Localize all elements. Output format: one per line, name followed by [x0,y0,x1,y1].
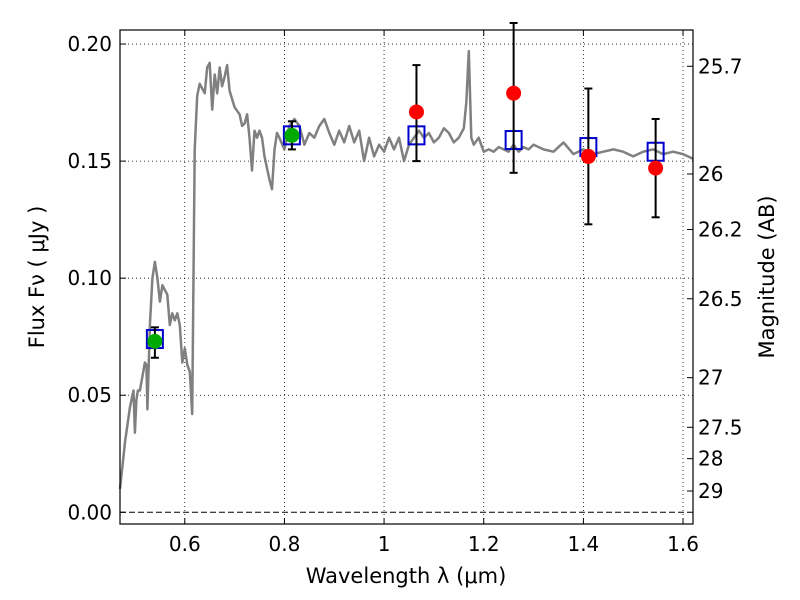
optical-detections-marker [147,333,163,349]
ticks: 0.6 0.8 1 1.2 1.4 1.6 0.00 0.05 0.10 0.15 0.20 25.7… [67,30,743,556]
x-tick-label: 0.6 [169,532,201,556]
nir-detections-marker [506,85,522,101]
mag-tick-label: 26 [698,162,723,186]
optical-detections-marker [284,127,300,143]
nir-detections-marker [408,104,424,120]
nir-detections-marker [580,148,596,164]
y-tick-label: 0.10 [67,266,112,290]
sed-model-line [118,49,694,490]
mag-tick-label: 26.5 [698,287,743,311]
plot-background [120,30,693,524]
x-axis-label: Wavelength λ (μm) [306,564,507,588]
x-tick-label: 0.8 [269,532,301,556]
y-tick-label: 0.05 [67,383,112,407]
nir-detections-marker [648,160,664,176]
x-tick-label: 1 [378,532,391,556]
mag-tick-label: 28 [698,447,723,471]
x-tick-label: 1.4 [567,532,599,556]
plot-frame [119,29,694,525]
y-tick-label: 0.15 [67,149,112,173]
mag-tick-label: 25.7 [698,54,743,78]
y2-axis-label: Magnitude (AB) [755,195,779,358]
mag-tick-label: 26.2 [698,217,743,241]
mag-tick-label: 27 [698,366,723,390]
y-tick-label: 0.20 [67,32,112,56]
mag-tick-label: 27.5 [698,415,743,439]
x-tick-label: 1.6 [667,532,699,556]
series [118,21,694,490]
x-tick-label: 1.2 [468,532,500,556]
y-tick-label: 0.00 [67,500,112,524]
mag-tick-label: 29 [698,479,723,503]
y-axis-label: Flux Fν ( μJy ) [25,206,49,349]
